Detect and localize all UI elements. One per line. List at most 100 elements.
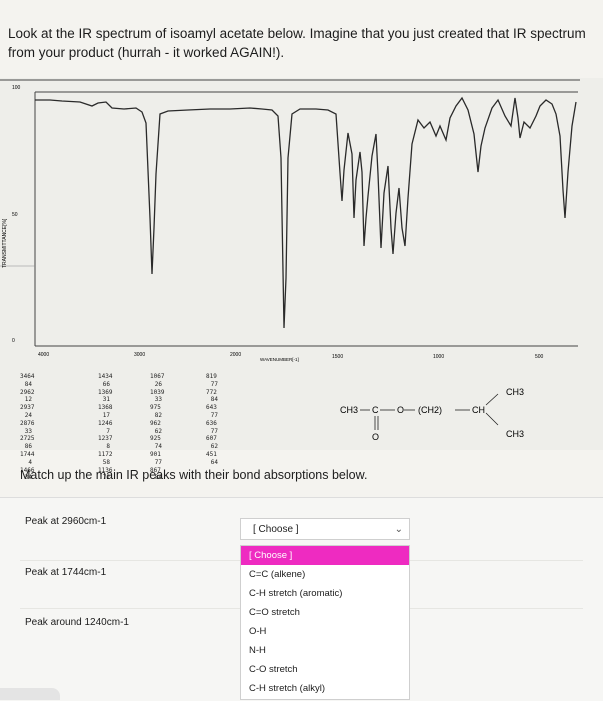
peak-table-row: 293724 (20, 404, 40, 420)
x-tick-4000: 4000 (38, 352, 49, 358)
peak-table-row: 143466 (98, 373, 118, 389)
peak-table-column: 81977 77284 64377 63677 60762 45164 (206, 373, 226, 467)
spectrum-trace (35, 96, 577, 329)
peak-table-row: 136931 (98, 389, 118, 405)
struct-carbonyl-o: O (372, 432, 379, 442)
struct-ch3-left: CH3 (340, 405, 358, 415)
struct-ch3-top: CH3 (506, 387, 524, 397)
peak-wavenumber: 607 (206, 435, 217, 443)
option-nh[interactable]: N-H (249, 645, 266, 656)
peak-transmittance: 64 (210, 458, 218, 466)
peak-wavenumber: 819 (206, 373, 217, 380)
x-tick-3000: 3000 (134, 352, 145, 358)
peak-label-2960: Peak at 2960cm-1 (25, 516, 107, 527)
peak-transmittance: 26 (154, 380, 162, 388)
peak-wavenumber: 1136 (98, 466, 113, 474)
structure-drawing: CH3 C O (CH2) CH CH3 CH3 O (340, 387, 524, 442)
peak-wavenumber: 975 (150, 404, 161, 412)
peak-wavenumber: 636 (206, 419, 217, 427)
select-value: [ Choose ] (253, 524, 299, 535)
peak-transmittance: 77 (154, 458, 162, 466)
struct-ch: CH (472, 405, 485, 415)
peak-wavenumber: 1368 (98, 404, 113, 412)
peak-wavenumber: 643 (206, 404, 217, 412)
peak-wavenumber: 1246 (98, 419, 113, 427)
peak-transmittance: 72 (102, 474, 110, 482)
option-co-stretch[interactable]: C-O stretch (249, 664, 298, 675)
x-tick-1000: 1000 (433, 354, 444, 360)
peak-table-row: 96262 (150, 420, 170, 436)
peak-wavenumber: 1744 (20, 450, 35, 458)
peak-transmittance: 77 (210, 427, 218, 435)
bottom-decoration (0, 688, 60, 700)
option-ch-aromatic[interactable]: C-H stretch (aromatic) (249, 588, 343, 599)
peak-table-row: 287633 (20, 420, 40, 436)
peak-table-row: 146634 (20, 467, 40, 483)
peak-transmittance: 12 (24, 396, 32, 404)
peak-table-row: 77284 (206, 389, 226, 405)
peak-table-row: 136817 (98, 404, 118, 420)
peak-label-1744: Peak at 1744cm-1 (25, 567, 107, 578)
peak-transmittance: 77 (210, 380, 218, 388)
peak-transmittance: 84 (154, 474, 162, 482)
peak-transmittance: 31 (102, 396, 110, 404)
option-ch-alkyl[interactable]: C-H stretch (alkyl) (249, 683, 326, 694)
peak-table-row: 17444 (20, 451, 40, 467)
peak-wavenumber: 867 (150, 466, 161, 474)
peak-table-row: 117258 (98, 451, 118, 467)
option-cc-alkene[interactable]: C=C (alkene) (249, 569, 306, 580)
peak-table-row: 346484 (20, 373, 40, 389)
x-axis-label: WAVENUMBER[-1] (260, 357, 299, 362)
question-text: Match up the main IR peaks with their bo… (20, 468, 368, 482)
ir-spectrum-card: 100 50 0 TRANSMITTANCE[%] 4000 3000 2000… (0, 78, 603, 450)
bond-options-dropdown[interactable]: [ Choose ] C=C (alkene) C-H stretch (aro… (240, 545, 410, 700)
isoamyl-acetate-structure: CH3 C O (CH2) CH CH3 CH3 O (340, 380, 570, 450)
peak-transmittance: 82 (154, 411, 162, 419)
struct-ch3-bottom: CH3 (506, 429, 524, 439)
peak-transmittance: 62 (210, 443, 218, 451)
peak-transmittance: 4 (28, 458, 32, 466)
chevron-down-icon[interactable]: ⌄ (394, 524, 403, 535)
peak-table-row: 64377 (206, 404, 226, 420)
peak-wavenumber: 451 (206, 450, 217, 458)
struct-c: C (372, 405, 379, 415)
peak-transmittance: 84 (24, 380, 32, 388)
peak-wavenumber: 1369 (98, 388, 113, 396)
peak-wavenumber: 2876 (20, 419, 35, 427)
x-tick-500: 500 (535, 354, 544, 360)
y-label-top: 100 (12, 85, 21, 91)
peak-wavenumber: 1039 (150, 388, 165, 396)
option-co-double[interactable]: C=O stretch (249, 607, 300, 618)
intro-text: Look at the IR spectrum of isoamyl aceta… (8, 26, 586, 60)
peak-wavenumber: 2937 (20, 404, 35, 412)
option-choose[interactable]: [ Choose ] (241, 546, 409, 565)
peak-table-row: 92574 (150, 435, 170, 451)
peak-table-column: 106726 103933 97582 96262 92574 90177 86784 (150, 373, 170, 482)
peak-transmittance: 58 (102, 458, 110, 466)
peak-wavenumber: 1067 (150, 373, 165, 380)
peak-table-row: 81977 (206, 373, 226, 389)
peak-wavenumber: 1172 (98, 450, 113, 458)
y-axis-label: TRANSMITTANCE[%] (2, 218, 8, 268)
peak-table-row: 63677 (206, 420, 226, 436)
peak-transmittance: 62 (154, 427, 162, 435)
option-oh[interactable]: O-H (249, 626, 267, 637)
y-label-bottom: 0 (12, 338, 15, 344)
peak-table-row: 113672 (98, 467, 118, 483)
peak-wavenumber: 1466 (20, 466, 35, 474)
peak-wavenumber: 901 (150, 450, 161, 458)
peak-table-row: 86784 (150, 467, 170, 483)
peak-table-row: 103933 (150, 389, 170, 405)
x-tick-2000: 2000 (230, 352, 241, 358)
y-label-mid: 50 (12, 212, 18, 218)
peak-transmittance: 24 (24, 411, 32, 419)
peak-transmittance: 8 (106, 443, 110, 451)
peak-wavenumber: 962 (150, 419, 161, 427)
bond-select-2960[interactable]: [ Choose ] ⌄ (240, 518, 410, 540)
x-tick-1500: 1500 (332, 354, 343, 360)
peak-wavenumber: 1434 (98, 373, 113, 380)
peak-transmittance: 34 (24, 474, 32, 482)
peak-transmittance: 77 (210, 411, 218, 419)
peak-transmittance: 33 (24, 427, 32, 435)
peak-table-row: 296212 (20, 389, 40, 405)
